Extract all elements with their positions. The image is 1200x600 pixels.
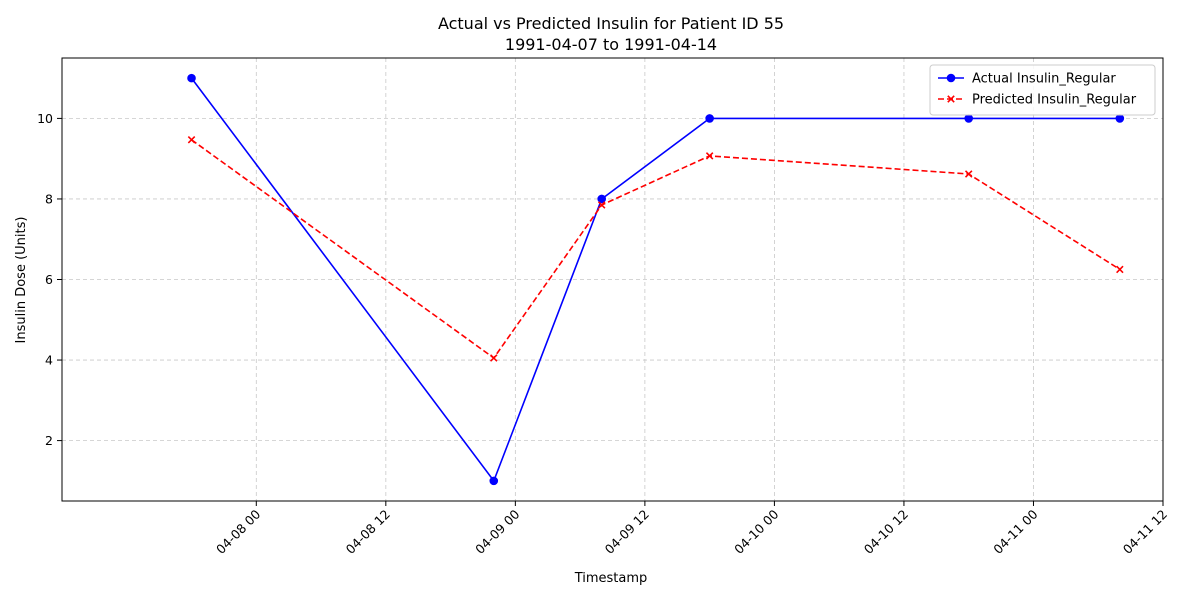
data-point-predicted <box>964 170 973 178</box>
data-point-predicted <box>1116 265 1124 274</box>
legend-box <box>929 64 1156 116</box>
legend-marker-predicted <box>947 95 955 103</box>
x-axis-label: Timestamp <box>574 571 648 586</box>
data-point-actual <box>187 73 196 83</box>
y-tick-label: 6 <box>45 272 53 287</box>
series-line-actual <box>190 77 1120 483</box>
data-point-actual <box>964 114 974 123</box>
legend-item-actual: Actual Insulin_Regular <box>938 72 1116 87</box>
chart-title: Actual vs Predicted Insulin for Patient … <box>438 14 784 33</box>
data-point-predicted <box>489 354 498 362</box>
chart-subtitle: 1991-04-07 to 1991-04-14 <box>505 35 717 54</box>
y-axis-label: Insulin Dose (Units) <box>14 217 29 344</box>
series-predicted <box>187 135 1124 362</box>
legend-item-predicted: Predicted Insulin_Regular <box>938 93 1137 108</box>
series-layer <box>187 73 1125 486</box>
data-point-actual <box>705 114 714 123</box>
data-point-actual <box>597 194 607 204</box>
legend-label-predicted: Predicted Insulin_Regular <box>972 93 1137 108</box>
y-tick-label: 2 <box>45 433 53 448</box>
data-point-predicted <box>705 152 714 160</box>
y-axis-ticks: 2 4 6 8 10 <box>37 111 62 448</box>
legend: Actual Insulin_Regular Predicted Insulin_… <box>929 64 1156 116</box>
series-line-predicted <box>191 139 1121 360</box>
data-point-actual <box>1115 114 1125 123</box>
y-tick-label: 4 <box>45 353 53 368</box>
y-tick-label: 8 <box>45 191 53 206</box>
series-actual <box>187 73 1125 486</box>
data-point-actual <box>489 476 499 486</box>
data-point-predicted <box>597 201 606 209</box>
data-point-predicted <box>187 135 196 144</box>
y-tick-label: 10 <box>37 111 53 126</box>
legend-label-actual: Actual Insulin_Regular <box>972 72 1116 87</box>
legend-marker-actual <box>946 73 956 83</box>
